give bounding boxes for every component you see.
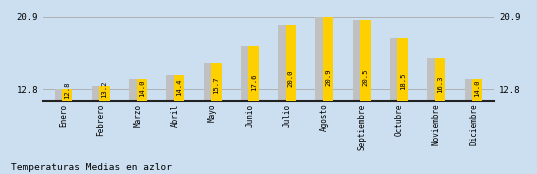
Text: 18.5: 18.5: [400, 72, 406, 90]
Bar: [99, 86, 110, 174]
Text: 17.6: 17.6: [251, 74, 257, 91]
Text: 20.5: 20.5: [362, 69, 368, 86]
Bar: [249, 46, 259, 174]
Text: 14.0: 14.0: [474, 79, 480, 97]
Text: 20.0: 20.0: [288, 70, 294, 87]
Bar: [136, 78, 147, 174]
Bar: [55, 89, 65, 174]
Bar: [129, 78, 140, 174]
Bar: [315, 17, 326, 174]
Bar: [472, 78, 482, 174]
Bar: [286, 25, 296, 174]
Bar: [204, 63, 214, 174]
Text: 12.8: 12.8: [64, 81, 70, 99]
Bar: [211, 63, 222, 174]
Text: 14.0: 14.0: [139, 79, 145, 97]
Bar: [278, 25, 288, 174]
Bar: [62, 89, 72, 174]
Bar: [397, 38, 408, 174]
Bar: [353, 20, 363, 174]
Bar: [360, 20, 371, 174]
Text: Temperaturas Medias en azlor: Temperaturas Medias en azlor: [11, 163, 172, 172]
Bar: [92, 86, 102, 174]
Bar: [323, 17, 333, 174]
Bar: [390, 38, 401, 174]
Bar: [174, 75, 184, 174]
Text: 16.3: 16.3: [437, 76, 443, 93]
Bar: [465, 78, 475, 174]
Bar: [427, 58, 438, 174]
Bar: [166, 75, 177, 174]
Text: 20.9: 20.9: [325, 68, 331, 86]
Bar: [241, 46, 251, 174]
Text: 14.4: 14.4: [176, 79, 182, 96]
Bar: [435, 58, 445, 174]
Text: 15.7: 15.7: [213, 77, 219, 94]
Text: 13.2: 13.2: [101, 81, 107, 98]
